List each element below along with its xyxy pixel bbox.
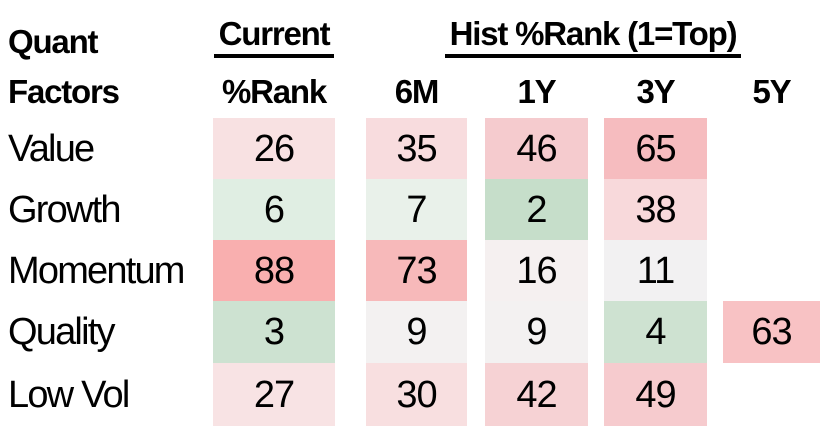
column-header-3y: 3Y [636, 73, 676, 110]
heat-cell-lowvol-3y: 49 [604, 363, 707, 426]
heat-cell-momentum-current: 88 [213, 240, 335, 301]
hist-group-header-container: Hist %Rank (1=Top) [366, 0, 820, 62]
heat-cell-value-5y-empty [723, 118, 820, 179]
heat-cell-lowvol-1y: 42 [485, 363, 588, 426]
heat-cell-quality-5y: 63 [723, 301, 820, 363]
row-label-quality: Quality [8, 311, 115, 353]
row-label-low-vol: Low Vol [8, 373, 130, 416]
heat-cell-quality-current: 3 [213, 301, 335, 363]
heat-cell-lowvol-5y-empty [723, 363, 820, 426]
heat-cell-momentum-1y: 16 [485, 240, 588, 301]
heat-cell-growth-5y-empty [723, 179, 820, 240]
row-label-momentum: Momentum [8, 249, 185, 292]
current-group-header: Current [213, 17, 335, 58]
heat-cell-value-current: 26 [213, 118, 335, 179]
heat-cell-value-1y: 46 [485, 118, 588, 179]
column-header-6m: 6M [394, 73, 440, 110]
heat-cell-momentum-3y: 11 [604, 240, 707, 301]
heat-cell-growth-1y: 2 [485, 179, 588, 240]
corner-title-quant: Quant [8, 23, 99, 60]
heat-cell-value-3y: 65 [604, 118, 707, 179]
heat-cell-momentum-6m: 73 [366, 240, 467, 301]
row-label-growth: Growth [8, 188, 121, 231]
corner-title-factors: Factors [8, 73, 120, 110]
heat-cell-quality-3y: 4 [604, 301, 707, 363]
heat-cell-growth-current: 6 [213, 179, 335, 240]
corner-title-line1-container: Quant [0, 0, 213, 62]
heat-cell-momentum-5y-empty [723, 240, 820, 301]
column-header-5y: 5Y [752, 73, 792, 110]
column-header-1y: 1Y [517, 73, 557, 110]
column-header-current-rank: %Rank [221, 73, 327, 110]
heat-cell-growth-3y: 38 [604, 179, 707, 240]
row-label-value: Value [8, 127, 95, 170]
heat-cell-growth-6m: 7 [366, 179, 467, 240]
heat-cell-quality-1y: 9 [485, 301, 588, 363]
hist-group-header: Hist %Rank (1=Top) [444, 17, 742, 58]
heat-cell-lowvol-6m: 30 [366, 363, 467, 426]
corner-title-line2-container: Factors [0, 62, 213, 118]
heat-cell-quality-6m: 9 [366, 301, 467, 363]
current-group-header-container: Current [213, 0, 335, 62]
heat-cell-value-6m: 35 [366, 118, 467, 179]
heat-cell-lowvol-current: 27 [213, 363, 335, 426]
